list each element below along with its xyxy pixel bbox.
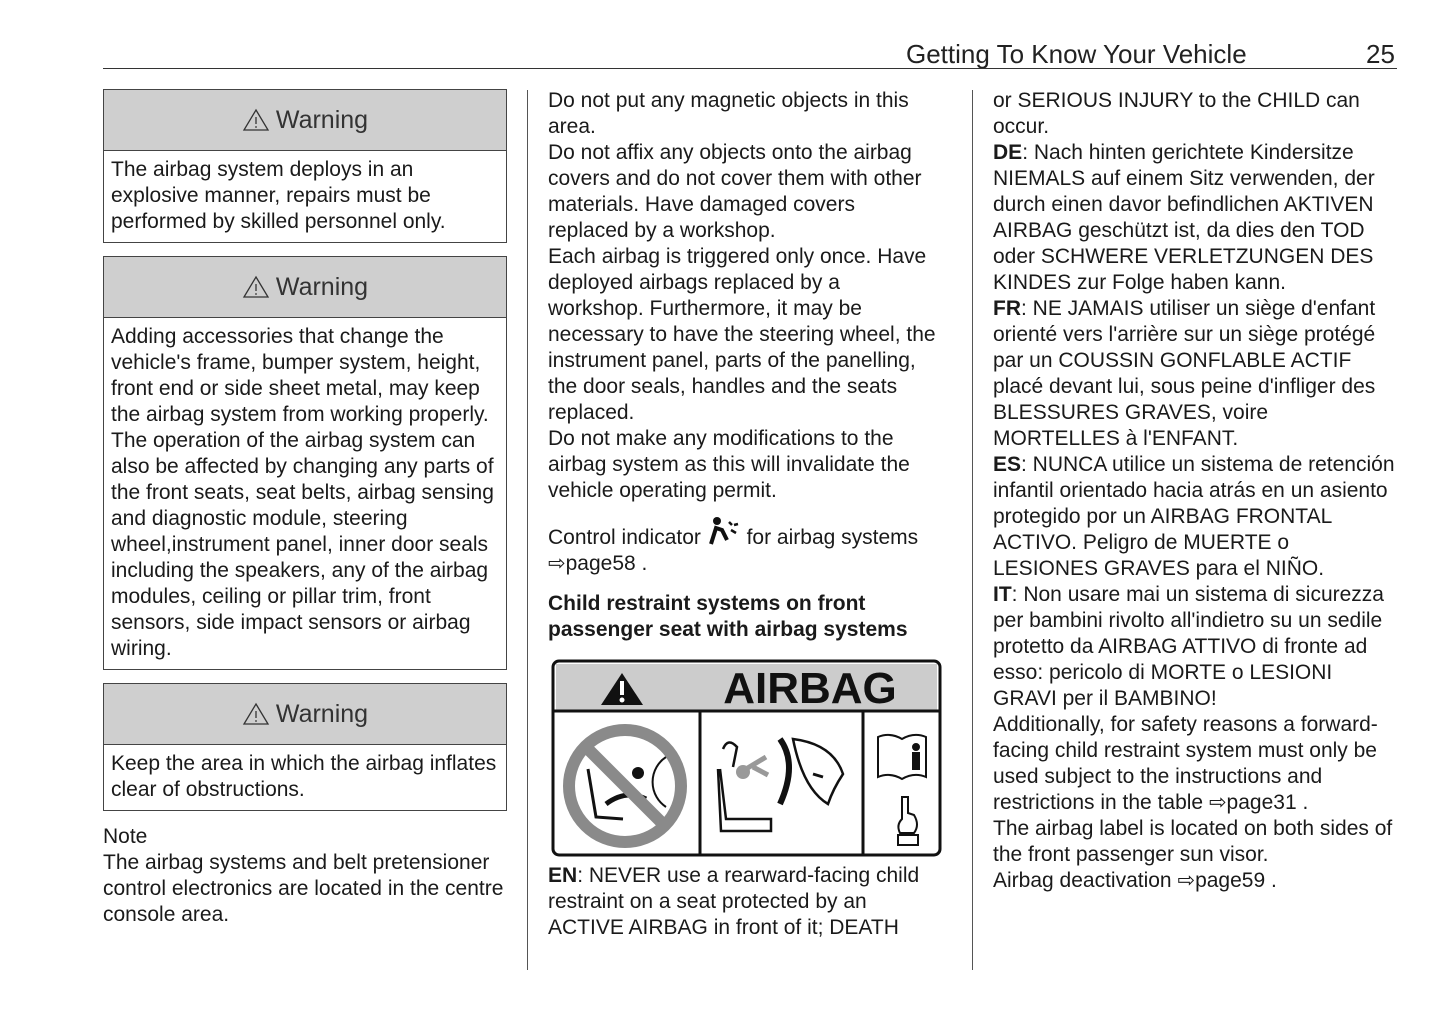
column-2: Do not put any magnetic objects in this … — [548, 88, 942, 941]
column-1: Warning The airbag system deploys in an … — [103, 89, 507, 928]
warning-title: Warning — [275, 106, 369, 134]
language-warning: ES: NUNCA utilice un sistema de retenció… — [993, 453, 1395, 580]
read-manual-icon — [877, 733, 927, 846]
warning-text: Keep the area in which the airbag inflat… — [111, 752, 497, 801]
header-rule — [103, 68, 1397, 69]
warning-box: Warning Keep the area in which the airba… — [103, 683, 507, 811]
warning-box: Warning Adding accessories that change t… — [103, 256, 507, 670]
warning-triangle-icon — [242, 108, 270, 131]
en-warning-text: EN: NEVER use a rearward-facing child re… — [548, 864, 920, 939]
language-warning: DE: Nach hinten gerichtete Kindersitze N… — [993, 141, 1375, 294]
paragraph: Do not make any modifications to the air… — [548, 427, 910, 502]
warning-box: Warning The airbag system deploys in an … — [103, 89, 507, 243]
paragraph: Airbag deactivation ⇨page59 . — [993, 869, 1277, 892]
column-divider — [527, 90, 528, 970]
warning-triangle-icon — [242, 275, 270, 298]
warning-text: The airbag system deploys in an explosiv… — [111, 158, 446, 233]
page-link[interactable]: ⇨page58 — [548, 552, 636, 575]
label-title: AIRBAG — [723, 664, 897, 713]
control-indicator-text: Control indicator for airbag systems ⇨pa… — [548, 516, 940, 577]
column-divider — [972, 90, 973, 970]
warning-title: Warning — [275, 273, 369, 301]
paragraph: Each airbag is triggered only once. Have… — [548, 245, 936, 424]
page-link[interactable]: ⇨page31 — [1208, 791, 1297, 814]
airbag-indicator-icon — [708, 517, 739, 545]
paragraph: or SERIOUS INJURY to the CHILD can occur… — [993, 89, 1360, 138]
section-title: Getting To Know Your Vehicle — [906, 39, 1247, 69]
airbag-warning-label: AIRBAG — [551, 659, 942, 857]
paragraph: Do not put any magnetic objects in this … — [548, 89, 909, 138]
airbag-deploy-icon — [716, 737, 845, 833]
warning-title: Warning — [275, 700, 369, 728]
column-3: or SERIOUS INJURY to the CHILD can occur… — [993, 88, 1398, 894]
subheading: Child restraint systems on front passeng… — [548, 592, 908, 641]
language-warning: IT: Non usare mai un sistema di sicurezz… — [993, 583, 1384, 710]
page-link[interactable]: ⇨page59 — [1177, 869, 1266, 892]
note-title: Note — [103, 825, 148, 848]
paragraph: Do not affix any objects onto the airbag… — [548, 141, 922, 242]
warning-triangle-icon — [242, 702, 270, 725]
paragraph: Additionally, for safety reasons a forwa… — [993, 713, 1378, 814]
paragraph: The airbag label is located on both side… — [993, 817, 1393, 866]
note-text: The airbag systems and belt pretensioner… — [103, 851, 504, 926]
language-warning: FR: NE JAMAIS utiliser un siège d'enfant… — [993, 297, 1376, 450]
no-rear-facing-seat-icon — [563, 724, 687, 848]
page-number: 25 — [1366, 39, 1395, 69]
warning-text: Adding accessories that change the vehic… — [111, 325, 494, 660]
